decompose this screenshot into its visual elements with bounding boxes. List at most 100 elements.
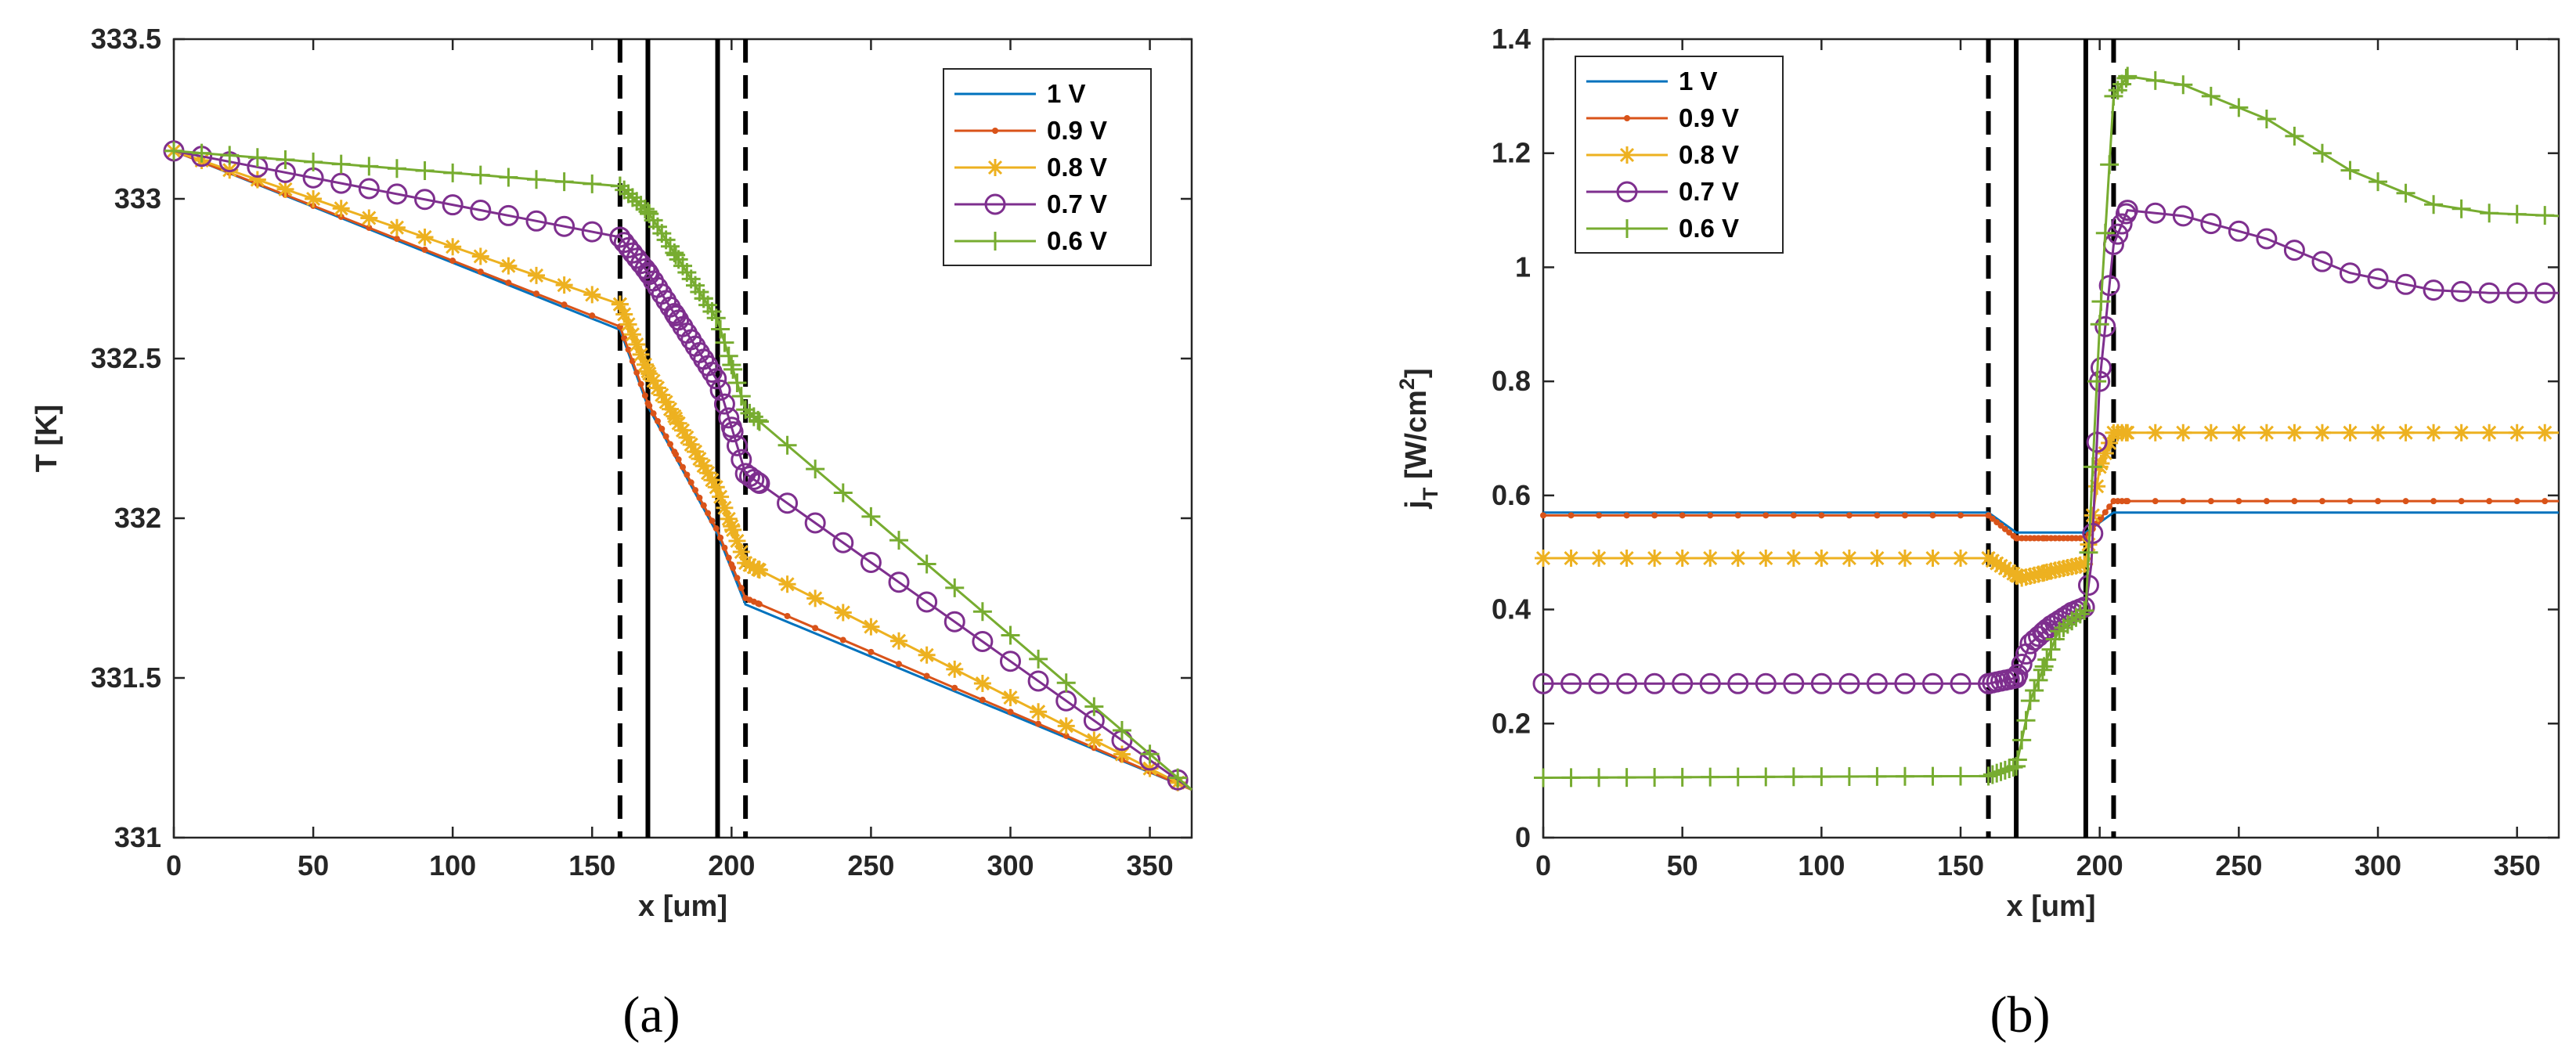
series-marker (640, 365, 658, 383)
y-label-sup: 2 (1395, 378, 1419, 390)
series-marker (2146, 424, 2164, 442)
series-marker (1140, 744, 1160, 764)
series-marker (687, 479, 695, 486)
series-marker (2228, 220, 2249, 242)
series-marker (2025, 681, 2044, 701)
series-marker (2230, 424, 2248, 442)
x-tick-label: 150 (568, 849, 615, 881)
series-marker (305, 190, 323, 207)
series-marker (2286, 424, 2304, 442)
series-marker (499, 168, 518, 187)
series-marker (749, 412, 769, 431)
series-marker (623, 326, 641, 344)
series-marker (2016, 711, 2036, 730)
series-marker (709, 379, 731, 401)
series-marker (2486, 498, 2493, 505)
series-marker (2424, 195, 2444, 214)
series-marker (629, 358, 636, 365)
series-marker (723, 517, 741, 535)
y-tick-label: 0.8 (1492, 365, 1531, 397)
y-tick-label: 0 (1515, 821, 1531, 853)
series-marker (628, 336, 646, 354)
series-marker (2313, 424, 2331, 442)
series-marker (1701, 550, 1719, 567)
series-marker (525, 210, 547, 232)
series-marker (2180, 498, 2187, 505)
series-marker (505, 279, 512, 287)
series-marker (2480, 424, 2498, 442)
series-marker (695, 457, 713, 475)
series-marker (1589, 768, 1609, 788)
x-tick-label: 250 (847, 849, 894, 881)
series-marker (1901, 512, 1908, 519)
series-marker (637, 380, 644, 388)
series-marker (2458, 498, 2465, 505)
series-marker (682, 435, 700, 453)
series-marker (2118, 67, 2138, 86)
y-tick-label: 331 (114, 821, 161, 853)
series-marker (2174, 424, 2192, 442)
series-marker (635, 200, 655, 219)
series-marker (722, 421, 744, 443)
series-marker (1672, 767, 1692, 787)
series-marker (1560, 672, 1582, 694)
series-marker (730, 564, 737, 571)
series-marker (2402, 498, 2409, 505)
series-marker (625, 346, 632, 353)
series-marker (1757, 550, 1775, 567)
series-marker (862, 618, 880, 636)
series-marker (1812, 767, 1831, 787)
series-marker (2001, 525, 2008, 532)
series-marker (703, 471, 721, 489)
series-marker (2174, 75, 2193, 95)
series-marker (750, 561, 768, 579)
series-marker (2507, 204, 2527, 224)
series-marker (2012, 730, 2032, 750)
series-marker (1617, 768, 1636, 788)
series-marker (2425, 424, 2443, 442)
series-marker (692, 487, 699, 494)
series-0-7-V (1532, 200, 2559, 694)
series-marker (2430, 498, 2437, 505)
series-marker (2088, 478, 2106, 496)
legend-marker (987, 159, 1004, 176)
series-marker (706, 308, 726, 328)
series-marker (718, 407, 740, 429)
series-marker (2506, 282, 2528, 304)
series-marker (2076, 555, 2094, 573)
series-marker (1983, 765, 2002, 784)
series-marker (2119, 424, 2137, 442)
series-marker (868, 648, 875, 655)
series-marker (1734, 512, 1741, 519)
series-marker (2096, 444, 2114, 462)
series-marker (2229, 98, 2249, 117)
series-marker (1950, 672, 1972, 694)
series-marker (611, 295, 629, 313)
series-marker (471, 247, 489, 265)
series-marker (1952, 550, 1970, 567)
series-marker (633, 369, 640, 376)
series-marker (727, 373, 747, 393)
series-marker (2340, 160, 2360, 180)
series-marker (641, 392, 648, 399)
series-marker (555, 276, 573, 294)
series-marker (738, 585, 745, 592)
series-marker (1895, 766, 1914, 786)
series-marker (749, 410, 768, 430)
series-marker (1085, 731, 1103, 749)
series-marker (2318, 498, 2325, 505)
series-marker (943, 611, 965, 633)
series-marker (581, 221, 603, 243)
series-marker (1868, 550, 1886, 567)
x-tick-label: 350 (1127, 849, 1174, 881)
y-tick-label: 1.2 (1492, 137, 1531, 169)
series-0-6-V (1534, 67, 2560, 788)
series-marker (812, 625, 819, 632)
series-marker (500, 257, 518, 275)
series-marker (719, 346, 738, 366)
series-marker (1707, 512, 1714, 519)
x-tick-label: 200 (708, 849, 755, 881)
series-marker (889, 531, 909, 550)
series-marker (2095, 223, 2115, 243)
